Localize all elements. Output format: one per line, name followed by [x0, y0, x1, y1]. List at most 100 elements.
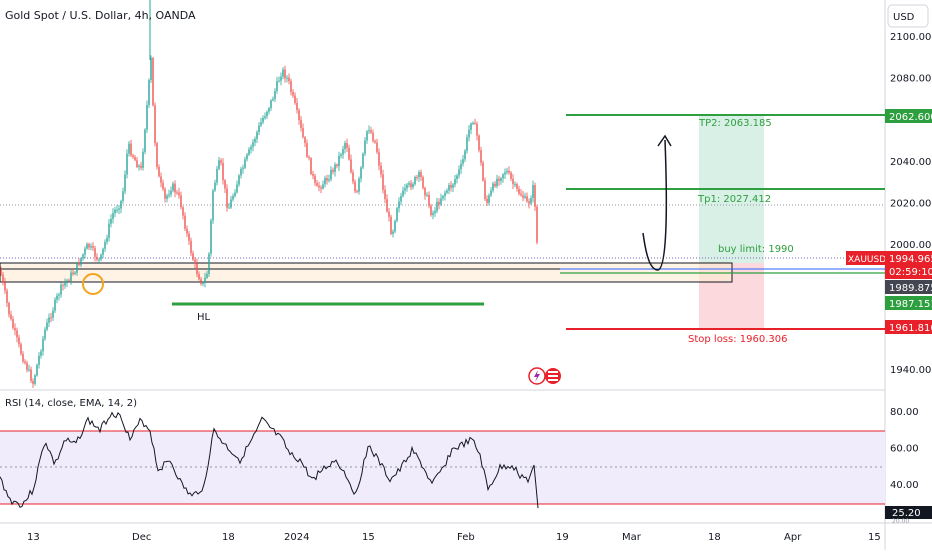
candle-body: [46, 322, 48, 330]
currency-button[interactable]: [887, 4, 929, 28]
candle-body: [206, 273, 208, 278]
candle-body: [302, 127, 304, 138]
flag-icon[interactable]: [545, 368, 561, 384]
price-tick-label: 2100.000: [890, 32, 932, 43]
stop-price-tag: [885, 320, 932, 334]
rsi-line: [0, 411, 539, 509]
candle-body: [98, 259, 100, 261]
candle-body: [336, 164, 338, 167]
candle-body: [400, 196, 402, 202]
candle-body: [198, 274, 200, 280]
tp2-price-tag: [885, 109, 932, 123]
candle-body: [378, 152, 380, 166]
candle-body: [230, 199, 232, 208]
candle-body: [176, 192, 178, 194]
candle-body: [446, 190, 448, 193]
candle-body: [498, 178, 500, 181]
price-candles: [0, 0, 538, 388]
time-tick-label: 15: [868, 532, 881, 543]
candle-body: [264, 116, 266, 118]
rsi-value-tag: [885, 506, 932, 519]
candle-body: [40, 351, 42, 356]
dark-price-tag: [885, 280, 932, 294]
time-axis[interactable]: 13 Dec 18 2024 15 Feb 19 Mar 18 Apr 15: [27, 532, 881, 543]
candle-body: [82, 254, 84, 259]
candle-body: [184, 215, 186, 229]
candle-body: [164, 189, 166, 199]
candle-body: [126, 153, 128, 175]
candle-body: [86, 244, 88, 249]
candle-body: [260, 122, 262, 126]
rsi-axis[interactable]: 80.00 60.00 40.00: [890, 407, 919, 491]
candle-body: [394, 220, 396, 232]
candle-body: [18, 337, 20, 345]
candle-body: [494, 183, 496, 187]
candle-body: [268, 108, 270, 112]
candle-body: [232, 196, 234, 200]
candle-body: [276, 81, 278, 91]
candle-body: [458, 169, 460, 176]
lightning-icon[interactable]: [528, 367, 546, 385]
candle-body: [102, 248, 104, 255]
candle-body: [28, 369, 30, 371]
candle-body: [38, 355, 40, 365]
candle-body: [504, 172, 506, 175]
candle-body: [70, 272, 72, 282]
candle-body: [178, 192, 180, 196]
time-tick-label: 18: [222, 532, 235, 543]
candle-body: [358, 178, 360, 192]
candle-body: [396, 208, 398, 221]
candle-body: [110, 218, 112, 224]
candle-body: [4, 282, 6, 291]
time-tick-label: Feb: [457, 532, 475, 543]
projection-curve[interactable]: [642, 139, 668, 271]
projection-arrowhead: [657, 134, 672, 147]
candle-body: [246, 154, 248, 160]
candle-body: [386, 199, 388, 212]
candle-body: [44, 329, 46, 339]
candle-body: [314, 175, 316, 183]
price-tick-label: 2000.000: [890, 240, 932, 251]
rsi-cut-label: 20.00: [892, 518, 909, 525]
candle-body: [100, 254, 102, 260]
candle-body: [290, 81, 292, 92]
candle-body: [212, 190, 214, 221]
candle-body: [426, 194, 428, 196]
candle-body: [376, 142, 378, 153]
candle-body: [530, 198, 532, 204]
time-tick-label: 18: [708, 532, 721, 543]
candle-body: [274, 90, 276, 99]
candle-body: [368, 130, 370, 132]
candle-body: [236, 184, 238, 193]
time-tick-label: 2024: [284, 532, 309, 543]
candle-body: [496, 178, 498, 187]
chart-title: Gold Spot / U.S. Dollar, 4h, OANDA: [5, 9, 196, 22]
candle-body: [526, 196, 528, 202]
candle-body: [60, 284, 62, 295]
candle-body: [522, 195, 524, 198]
candle-body: [218, 160, 220, 169]
candle-body: [182, 207, 184, 216]
candle-body: [448, 185, 450, 191]
candle-body: [170, 190, 172, 195]
candle-body: [384, 189, 386, 200]
candle-body: [252, 142, 254, 147]
candle-body: [316, 182, 318, 186]
green-price-tag-text: 1987.151: [889, 299, 932, 310]
candle-body: [514, 184, 516, 186]
candle-body: [238, 175, 240, 185]
highlight-circle[interactable]: [82, 273, 104, 295]
dark-price-tag-text: 1989.875: [889, 283, 932, 294]
candle-body: [80, 258, 82, 265]
candle-body: [78, 262, 80, 265]
candle-body: [304, 137, 306, 144]
candle-body: [130, 143, 132, 156]
candle-body: [148, 80, 150, 106]
candle-body: [456, 175, 458, 180]
candle-body: [162, 182, 164, 190]
candle-body: [292, 91, 294, 96]
candle-body: [254, 138, 256, 143]
candle-body: [172, 183, 174, 191]
candle-body: [454, 179, 456, 185]
